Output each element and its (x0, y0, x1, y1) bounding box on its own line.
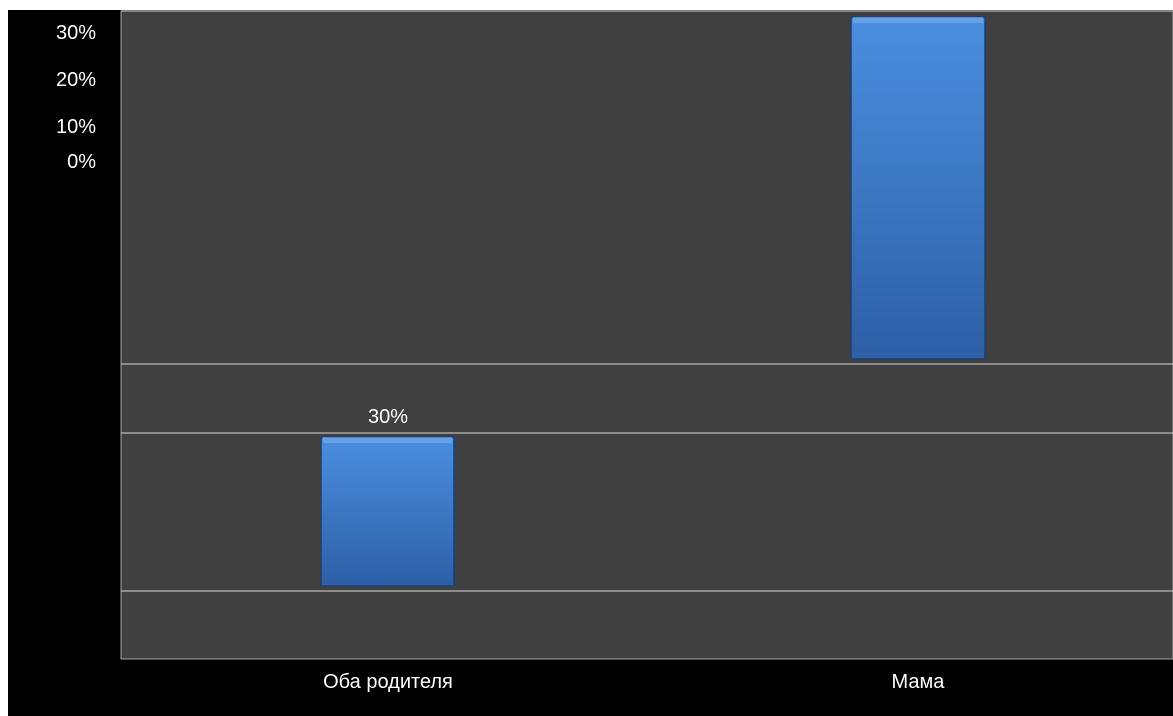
category-label-mama: Мама (892, 671, 946, 693)
y-tick-label-30: 30% (56, 22, 96, 44)
plot-area (120, 10, 1173, 660)
bar-both-parents (320, 436, 455, 587)
y-tick-label-20: 20% (56, 69, 96, 91)
data-label-both-parents: 30% (368, 406, 408, 428)
category-label-both-parents: Оба родителя (323, 671, 453, 693)
y-tick-label-10: 10% (56, 116, 96, 138)
bar-mama (850, 16, 986, 360)
y-tick-label-0: 0% (67, 151, 96, 173)
gridlines (121, 10, 1173, 592)
